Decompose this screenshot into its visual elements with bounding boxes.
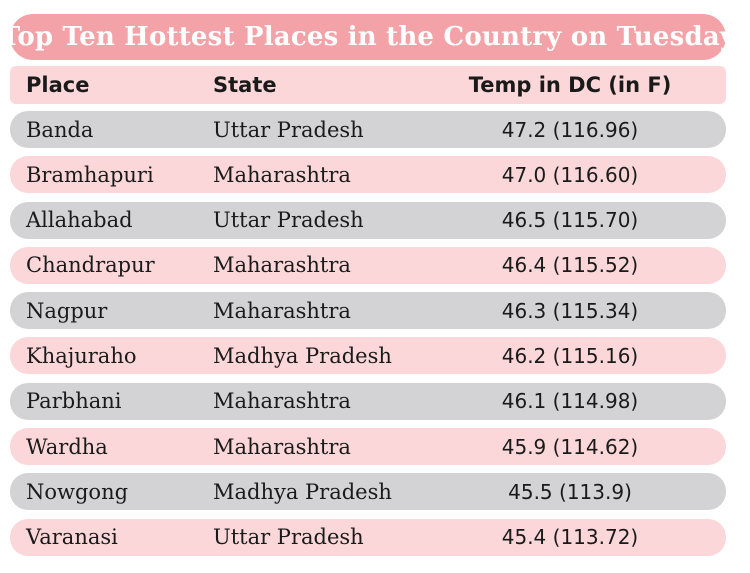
cell-state: Maharashtra	[213, 162, 351, 187]
table-header-row: Place State Temp in DC (in F)	[10, 66, 726, 104]
table-row: Banda Uttar Pradesh 47.2 (116.96)	[10, 111, 726, 148]
cell-temp: 46.4 (115.52)	[501, 253, 639, 278]
cell-state: Maharashtra	[213, 389, 351, 414]
column-header-temp: Temp in DC (in F)	[468, 73, 672, 97]
cell-state: Madhya Pradesh	[213, 479, 392, 504]
table-row: Nowgong Madhya Pradesh 45.5 (113.9)	[10, 473, 726, 511]
cell-place: Bramhapuri	[26, 162, 154, 187]
cell-place: Nagpur	[26, 298, 108, 323]
cell-place: Banda	[26, 117, 94, 142]
cell-temp: 45.4 (113.72)	[501, 525, 639, 550]
column-header-place: Place	[26, 73, 90, 97]
hottest-places-table: Place State Temp in DC (in F) Banda Uttar…	[10, 66, 726, 564]
cell-state: Maharashtra	[213, 253, 351, 278]
table-row: Chandrapur Maharashtra 46.4 (115.52)	[10, 246, 726, 284]
cell-temp: 46.3 (115.34)	[501, 298, 639, 323]
table-row: Wardha Maharashtra 45.9 (114.62)	[10, 428, 726, 466]
cell-temp: 45.5 (113.9)	[508, 479, 632, 504]
table-row: Varanasi Uttar Pradesh 45.4 (113.72)	[10, 518, 726, 556]
cell-temp: 47.0 (116.60)	[501, 162, 639, 187]
table-body: Banda Uttar Pradesh 47.2 (116.96) Bramhapur…	[10, 111, 726, 556]
cell-place: Allahabad	[26, 208, 133, 233]
cell-state: Uttar Pradesh	[213, 117, 364, 142]
cell-state: Madhya Pradesh	[213, 343, 392, 368]
table-title: Top Ten Hottest Places in the Country on…	[0, 22, 736, 52]
table-title-banner: Top Ten Hottest Places in the Country on…	[1, 14, 735, 60]
table-row: Allahabad Uttar Pradesh 46.5 (115.70)	[10, 201, 726, 239]
cell-place: Varanasi	[26, 525, 118, 550]
cell-temp: 46.5 (115.70)	[501, 208, 639, 233]
table-row: Nagpur Maharashtra 46.3 (115.34)	[10, 292, 726, 330]
cell-temp: 46.2 (115.16)	[501, 343, 639, 368]
cell-place: Khajuraho	[26, 343, 137, 368]
cell-temp: 46.1 (114.98)	[501, 389, 639, 414]
cell-temp: 47.2 (116.96)	[501, 117, 639, 142]
table-row: Parbhani Maharashtra 46.1 (114.98)	[10, 382, 726, 420]
cell-place: Nowgong	[26, 479, 129, 504]
cell-state: Maharashtra	[213, 434, 351, 459]
cell-place: Parbhani	[26, 389, 122, 414]
cell-place: Chandrapur	[26, 253, 155, 278]
cell-state: Uttar Pradesh	[213, 208, 364, 233]
table-row: Bramhapuri Maharashtra 47.0 (116.60)	[10, 156, 726, 194]
table-row: Khajuraho Madhya Pradesh 46.2 (115.16)	[10, 337, 726, 375]
cell-temp: 45.9 (114.62)	[501, 434, 639, 459]
cell-place: Wardha	[26, 434, 108, 459]
cell-state: Maharashtra	[213, 298, 351, 323]
column-header-state: State	[213, 73, 277, 97]
cell-state: Uttar Pradesh	[213, 525, 364, 550]
